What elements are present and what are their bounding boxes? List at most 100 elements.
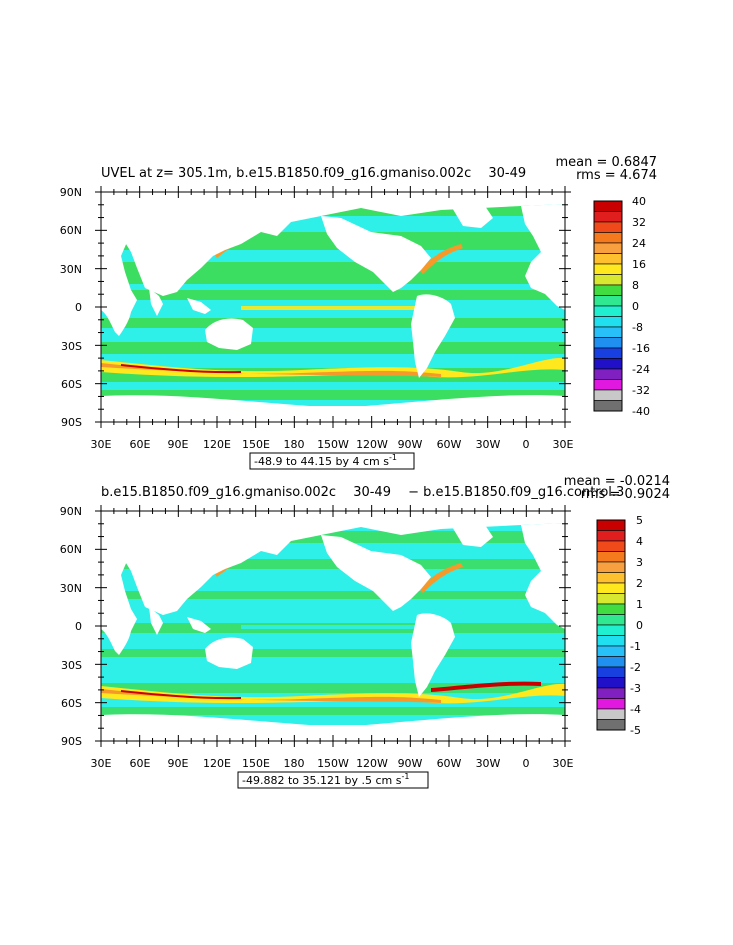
lon-label: 90W — [398, 757, 423, 770]
colorbar-swatch — [596, 645, 626, 657]
colorbar-swatch — [593, 295, 623, 307]
colorbar-swatch — [596, 572, 626, 584]
lat-label: 0 — [75, 301, 82, 314]
range-box: -49.882 to 35.121 by .5 cm s-1 — [237, 771, 429, 789]
colorbar-label: 24 — [632, 237, 646, 250]
acc-core-red — [431, 681, 541, 692]
lon-label: 30E — [91, 757, 112, 770]
acc-core — [101, 689, 441, 703]
lat-label: 30N — [60, 582, 82, 595]
equatorial-band — [241, 306, 421, 310]
land-eurasia — [101, 519, 565, 615]
zonal-band — [101, 591, 565, 599]
lon-label: 60W — [437, 757, 462, 770]
colorbar-swatch — [593, 221, 623, 233]
panel-uvel: UVEL at z= 305.1m, b.e15.B1850.f09_g16.g… — [60, 155, 657, 470]
lon-label: 180 — [284, 438, 305, 451]
land-india — [149, 288, 163, 316]
colorbar-swatch — [596, 603, 626, 615]
lon-label: 0 — [523, 757, 530, 770]
lon-label: 90E — [168, 757, 189, 770]
lat-label: 90N — [60, 186, 82, 199]
land-australia — [205, 637, 253, 669]
panel-difference: b.e15.B1850.f09_g16.gmaniso.002c 30-49 −… — [60, 474, 670, 789]
colorbar-label: -8 — [632, 321, 643, 334]
lon-label: 150W — [317, 438, 349, 451]
colorbar-swatch — [596, 698, 626, 710]
zonal-band — [101, 683, 565, 693]
range-text: -49.882 to 35.121 by .5 cm s — [242, 774, 402, 787]
lon-label: 60W — [437, 438, 462, 451]
colorbar-swatch — [593, 389, 623, 401]
lon-label: 30W — [476, 757, 501, 770]
colorbar-label: 3 — [636, 556, 643, 569]
mean-label: mean = 0.6847 — [555, 155, 657, 170]
colorbar-swatch — [596, 519, 626, 531]
lon-label: 150W — [317, 757, 349, 770]
lat-label: 30S — [61, 340, 82, 353]
lon-label: 30E — [553, 757, 574, 770]
colorbar-frame — [593, 200, 623, 412]
gulf-stream-jet — [419, 563, 463, 593]
land-africa — [101, 519, 137, 655]
land-indonesia — [187, 617, 211, 633]
colorbar-swatch — [596, 593, 626, 605]
map-area — [95, 186, 571, 428]
mean-label: mean = -0.0214 — [564, 474, 670, 489]
colorbar-label: 16 — [632, 258, 646, 271]
colorbar — [593, 200, 623, 412]
equatorial-band — [241, 625, 421, 629]
lon-axis-labels: 30E 60E 90E 120E 150E 180 150W 120W 90W … — [91, 438, 574, 451]
colorbar-label: 40 — [632, 195, 646, 208]
lon-label: 120W — [356, 438, 388, 451]
colorbar-swatch — [593, 284, 623, 296]
zonal-band — [101, 290, 565, 300]
land-south-america — [411, 294, 455, 378]
colorbar-swatch — [593, 274, 623, 286]
colorbar-swatch — [596, 687, 626, 699]
range-sup: -1 — [401, 772, 409, 781]
svg-text:-49.882 to 35.121 by .5 cm s-1: -49.882 to 35.121 by .5 cm s-1 — [242, 772, 409, 787]
colorbar-swatch — [596, 582, 626, 594]
land-north-america — [321, 216, 431, 292]
ocean-field — [101, 511, 565, 741]
zonal-band — [101, 390, 565, 400]
colorbar-swatch — [593, 232, 623, 244]
gulf-stream-jet — [419, 244, 463, 274]
colorbar-label: 0 — [636, 619, 643, 632]
acc-core-red — [121, 690, 241, 700]
colorbar-label: -16 — [632, 342, 650, 355]
lat-label: 30S — [61, 659, 82, 672]
colorbar-swatch — [596, 635, 626, 647]
colorbar-label: -2 — [630, 661, 641, 674]
zonal-band — [101, 342, 565, 354]
lat-label: 60S — [61, 378, 82, 391]
colorbar-swatch — [596, 530, 626, 542]
land-indonesia — [187, 298, 211, 314]
range-box: -48.9 to 44.15 by 4 cm s-1 — [249, 452, 415, 470]
colorbar-swatch — [596, 561, 626, 573]
colorbar-label: -32 — [632, 384, 650, 397]
rms-label: rms = 4.674 — [576, 168, 657, 183]
map-area — [95, 505, 571, 747]
svg-text:-48.9 to 44.15 by 4 cm s-1: -48.9 to 44.15 by 4 cm s-1 — [254, 453, 397, 468]
colorbar-swatch — [596, 708, 626, 720]
zonal-band — [101, 262, 565, 284]
colorbar-swatch — [596, 614, 626, 626]
lat-label: 90S — [61, 735, 82, 748]
lat-label: 0 — [75, 620, 82, 633]
colorbar-swatch — [593, 316, 623, 328]
colorbar-label: 8 — [632, 279, 639, 292]
colorbar-labels: 40 32 24 16 8 0 -8 -16 -24 -32 -40 — [632, 195, 650, 418]
lat-axis-labels: 90N 60N 30N 0 30S 60S 90S — [60, 186, 82, 429]
lon-label: 60E — [130, 757, 151, 770]
colorbar-labels: 5 4 3 2 1 0 -1 -2 -3 -4 -5 — [630, 514, 643, 737]
lon-label: 30E — [91, 438, 112, 451]
lat-label: 60N — [60, 543, 82, 556]
ocean-layer — [101, 192, 565, 422]
land-greenland — [451, 206, 493, 228]
range-text: -48.9 to 44.15 by 4 cm s — [254, 455, 389, 468]
panel-title: b.e15.B1850.f09_g16.gmaniso.002c 30-49 −… — [101, 485, 624, 500]
lat-label: 30N — [60, 263, 82, 276]
